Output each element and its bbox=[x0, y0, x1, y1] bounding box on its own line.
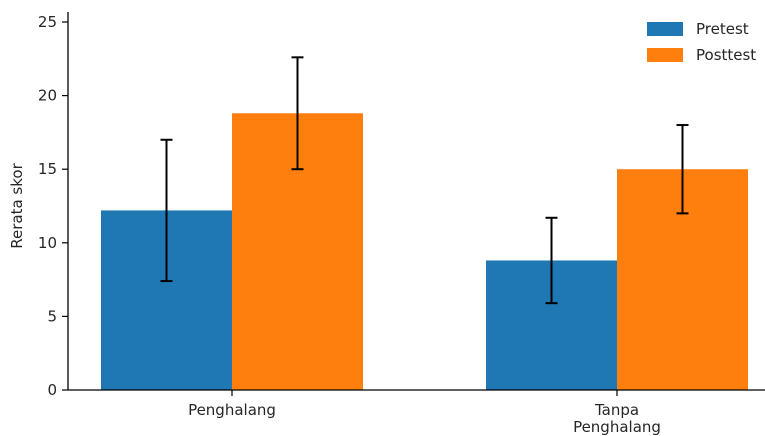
y-axis-label: Rerata skor bbox=[8, 162, 26, 248]
error-bar-posttest-1 bbox=[676, 124, 689, 215]
y-tick-label: 25 bbox=[38, 13, 57, 31]
legend-swatch-pretest bbox=[647, 22, 683, 36]
y-tick-label: 15 bbox=[38, 160, 57, 178]
y-tick-label: 10 bbox=[38, 234, 57, 252]
error-bar-pretest-1 bbox=[545, 216, 558, 305]
y-tick-label: 5 bbox=[47, 307, 57, 325]
x-tick-label: Penghalang bbox=[188, 401, 276, 419]
error-bar-posttest-0 bbox=[291, 56, 304, 171]
y-tick-label: 20 bbox=[38, 87, 57, 105]
x-tick-label: Tanpa Penghalang bbox=[573, 401, 661, 436]
legend-swatch-posttest bbox=[647, 48, 683, 62]
legend-label-pretest: Pretest bbox=[696, 20, 749, 38]
x-ticks: Penghalang Tanpa Penghalang bbox=[188, 390, 661, 436]
y-ticks: 0 5 10 15 20 25 bbox=[38, 13, 68, 399]
legend: Pretest Posttest bbox=[647, 20, 756, 64]
legend-label-posttest: Posttest bbox=[696, 46, 756, 64]
y-tick-label: 0 bbox=[47, 381, 57, 399]
plot-area bbox=[101, 56, 748, 390]
error-bar-pretest-0 bbox=[160, 138, 173, 283]
